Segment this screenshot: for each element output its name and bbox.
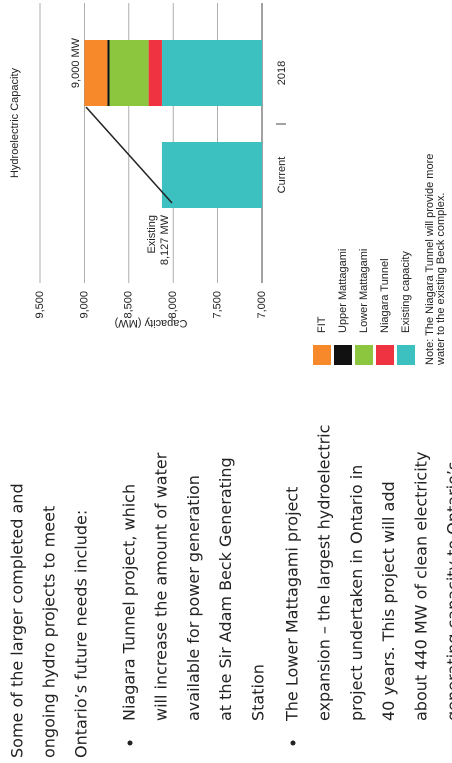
legend-label: Existing capacity — [400, 251, 412, 333]
annotation: 9,000 MW — [70, 37, 82, 88]
chart-note: water to the existing Beck complex. — [435, 193, 447, 366]
bar-segment — [161, 40, 262, 106]
bullet-line: project undertaken in Ontario in — [347, 465, 366, 721]
legend-label: FIT — [316, 316, 328, 333]
y-tick-label: 8,500 — [123, 291, 135, 319]
bullet-line: 40 years. This project will add — [379, 481, 398, 721]
x-tick-label: 2018 — [276, 61, 288, 85]
bullet-line: The Lower Mattagami project — [283, 487, 302, 722]
bar-segment — [109, 40, 149, 106]
chart-note: Note: The Niagara Tunnel will provide mo… — [424, 154, 436, 365]
y-tick-label: 8,000 — [167, 291, 179, 319]
legend-swatch — [313, 345, 331, 365]
y-tick-label: 7,000 — [256, 291, 268, 319]
bullet-line: will increase the amount of water — [152, 452, 171, 721]
bullet-dot — [127, 740, 133, 746]
paragraph-line: Ontario’s future needs include: — [72, 510, 91, 758]
y-tick-label: 9,000 — [78, 291, 90, 319]
bullet-dot — [290, 740, 296, 746]
legend-swatch — [397, 345, 415, 365]
paragraph-line: ongoing hydro projects to meet — [40, 506, 59, 758]
legend-swatch — [376, 345, 394, 365]
legend-swatch — [334, 345, 352, 365]
x-tick-label: Current — [276, 157, 288, 194]
bullet-line: Station — [248, 664, 267, 721]
bullet-line: available for power generation — [184, 475, 203, 721]
bullet-line: generating capacity to Ontario’s — [444, 462, 452, 721]
annotation: 8,127 MW — [159, 214, 171, 265]
bullet-line: at the Sir Adam Beck Generating — [216, 457, 235, 721]
legend-label: Niagara Tunnel — [379, 258, 391, 333]
rotated-page: Some of the larger completed and ongoing … — [8, 3, 452, 758]
legend-swatch — [355, 345, 373, 365]
bar-segment — [84, 40, 108, 106]
legend-label: Upper Mattagami — [337, 249, 349, 333]
y-tick-label: 9,500 — [34, 291, 46, 319]
bar-segment — [148, 40, 162, 106]
bar-segment — [161, 142, 262, 208]
y-axis-title: Capacity (MW) — [115, 317, 188, 329]
paragraph-line: Some of the larger completed and — [8, 483, 27, 758]
chart-title: Hydroelectric Capacity — [9, 67, 21, 178]
y-tick-label: 7,500 — [212, 291, 224, 319]
bullet-line: expansion – the largest hydroelectric — [315, 425, 334, 721]
bullet-line: Niagara Tunnel project, which — [120, 484, 139, 721]
annotation: Existing — [146, 215, 158, 254]
bullet-line: about 440 MW of clean electricity — [411, 452, 430, 721]
annotation-connector — [85, 106, 173, 204]
bar-segment — [107, 40, 110, 106]
legend-label: Lower Mattagami — [358, 249, 370, 333]
